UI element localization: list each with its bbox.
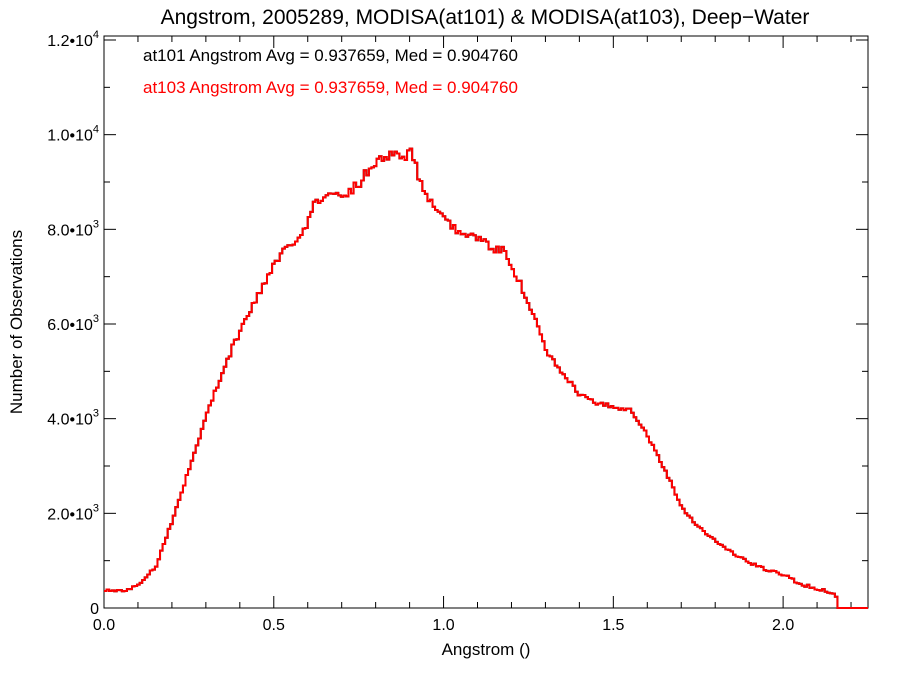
chart-title: Angstrom, 2005289, MODISA(at101) & MODIS…: [161, 6, 810, 29]
annotation-at101: at101 Angstrom Avg = 0.937659, Med = 0.9…: [143, 46, 518, 65]
y-tick-label-6: 1.2•104: [47, 29, 99, 50]
x-tick-label-2: 1.0: [432, 617, 454, 634]
y-tick-label-0: 0: [90, 601, 99, 618]
series-line-1: [104, 147, 868, 609]
y-axis-ticks: 0 2.0•103 4.0•103 6.0•103 8.0•103 1.0•104 1.2•…: [47, 29, 868, 618]
series-line-0: [104, 147, 868, 609]
series-layer: [104, 147, 868, 609]
plot-frame: [103, 35, 869, 609]
y-tick-label-1: 2.0•103: [47, 502, 99, 523]
y-tick-label-4: 8.0•103: [47, 218, 99, 239]
y-axis-label: Number of Observations: [7, 230, 26, 414]
x-tick-label-4: 2.0: [772, 617, 794, 634]
x-axis-label: Angstrom (): [442, 640, 531, 659]
x-tick-label-0: 0.0: [93, 617, 115, 634]
y-tick-label-2: 4.0•103: [47, 408, 99, 429]
y-tick-label-5: 1.0•104: [47, 124, 99, 145]
x-axis-ticks: 0.0 0.5 1.0 1.5 2.0: [93, 36, 852, 634]
y-tick-label-3: 6.0•103: [47, 313, 99, 334]
x-tick-label-3: 1.5: [602, 617, 624, 634]
x-tick-label-1: 0.5: [263, 617, 285, 634]
annotation-at103: at103 Angstrom Avg = 0.937659, Med = 0.9…: [143, 78, 518, 97]
